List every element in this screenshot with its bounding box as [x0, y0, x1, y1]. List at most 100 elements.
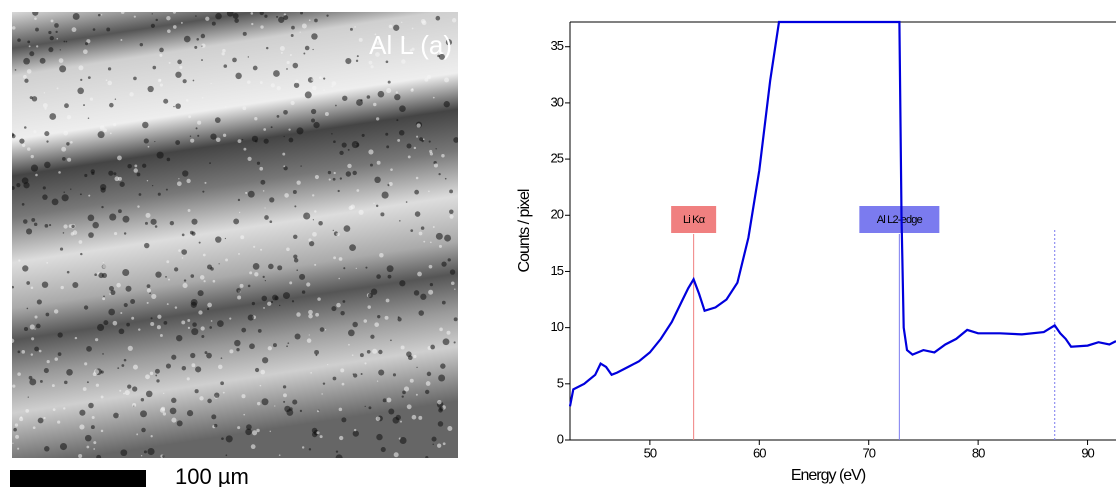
- y-tick-label: 5: [557, 375, 564, 390]
- speckle: [401, 59, 406, 64]
- speckle: [356, 99, 363, 106]
- speckle: [339, 150, 344, 156]
- speckle: [222, 391, 225, 394]
- speckle: [225, 106, 227, 108]
- speckle: [186, 377, 190, 381]
- y-tick-label: 30: [551, 94, 564, 109]
- speckle: [20, 416, 23, 419]
- speckle: [151, 13, 153, 15]
- speckle: [67, 157, 72, 162]
- speckle: [299, 409, 303, 413]
- speckle: [239, 283, 244, 288]
- speckle: [280, 51, 283, 54]
- speckle: [377, 90, 385, 98]
- speckle: [201, 96, 204, 99]
- speckle: [28, 375, 33, 380]
- speckle: [48, 47, 54, 53]
- speckle: [242, 106, 247, 111]
- speckle: [312, 219, 314, 221]
- speckle: [247, 284, 251, 288]
- speckle: [185, 99, 189, 102]
- speckle: [23, 326, 29, 332]
- speckle: [125, 285, 132, 292]
- speckle: [102, 297, 106, 301]
- speckle: [26, 281, 31, 285]
- speckle: [166, 157, 171, 162]
- speckle: [413, 354, 417, 359]
- speckle: [66, 270, 70, 274]
- speckle: [323, 77, 326, 80]
- speckle: [108, 286, 114, 292]
- speckle: [310, 108, 317, 115]
- speckle: [147, 85, 154, 93]
- speckle: [450, 281, 455, 286]
- speckle: [198, 241, 201, 244]
- speckle: [98, 272, 104, 279]
- speckle: [438, 374, 446, 382]
- speckle: [147, 447, 155, 456]
- speckle: [439, 327, 443, 332]
- speckle: [444, 177, 447, 180]
- speckle: [150, 435, 153, 438]
- speckle: [21, 202, 25, 206]
- speckle: [365, 266, 368, 269]
- speckle: [337, 189, 340, 193]
- speckle: [34, 346, 39, 352]
- speckle: [399, 280, 406, 287]
- speckle: [260, 179, 266, 185]
- speckle: [175, 140, 181, 145]
- speckle: [276, 114, 280, 118]
- speckle: [14, 423, 19, 427]
- speckle: [41, 281, 49, 288]
- data-line: [568, 20, 1116, 407]
- speckle: [201, 45, 203, 47]
- speckle: [21, 143, 26, 147]
- speckle: [348, 205, 353, 211]
- speckle: [163, 320, 168, 325]
- speckle: [94, 338, 99, 342]
- speckle: [254, 367, 260, 373]
- speckle: [352, 321, 358, 328]
- speckle: [192, 322, 197, 327]
- speckle: [30, 286, 34, 289]
- speckle: [411, 414, 417, 420]
- speckle: [44, 107, 47, 110]
- speckle: [217, 364, 223, 370]
- speckle: [390, 339, 392, 342]
- speckle: [17, 372, 21, 376]
- speckle: [283, 400, 286, 403]
- speckle: [207, 398, 212, 404]
- speckle: [86, 445, 90, 449]
- speckle: [441, 261, 447, 267]
- speckle: [347, 163, 352, 169]
- speckle: [113, 412, 119, 419]
- speckle: [12, 26, 16, 30]
- speckle: [133, 76, 137, 81]
- speckle: [317, 297, 321, 301]
- speckle: [113, 172, 117, 176]
- speckle: [396, 119, 399, 122]
- speckle: [181, 320, 186, 325]
- speckle: [444, 234, 452, 242]
- speckle: [151, 293, 157, 299]
- speckle: [30, 353, 34, 356]
- speckle: [414, 211, 421, 217]
- speckle: [59, 65, 67, 73]
- speckle: [146, 284, 151, 288]
- speckle: [139, 42, 144, 47]
- speckle: [376, 160, 381, 165]
- speckle: [355, 267, 357, 270]
- speckle: [155, 374, 158, 377]
- speckle: [401, 21, 403, 24]
- speckle: [393, 24, 400, 31]
- speckle: [376, 274, 381, 279]
- speckle: [70, 140, 73, 144]
- speckle: [197, 290, 204, 297]
- speckle: [261, 398, 269, 406]
- speckle: [429, 152, 434, 156]
- speckle: [265, 46, 269, 50]
- marker-label-box: [671, 206, 717, 233]
- speckle: [273, 70, 280, 77]
- speckle: [23, 57, 30, 65]
- speckle: [352, 430, 359, 437]
